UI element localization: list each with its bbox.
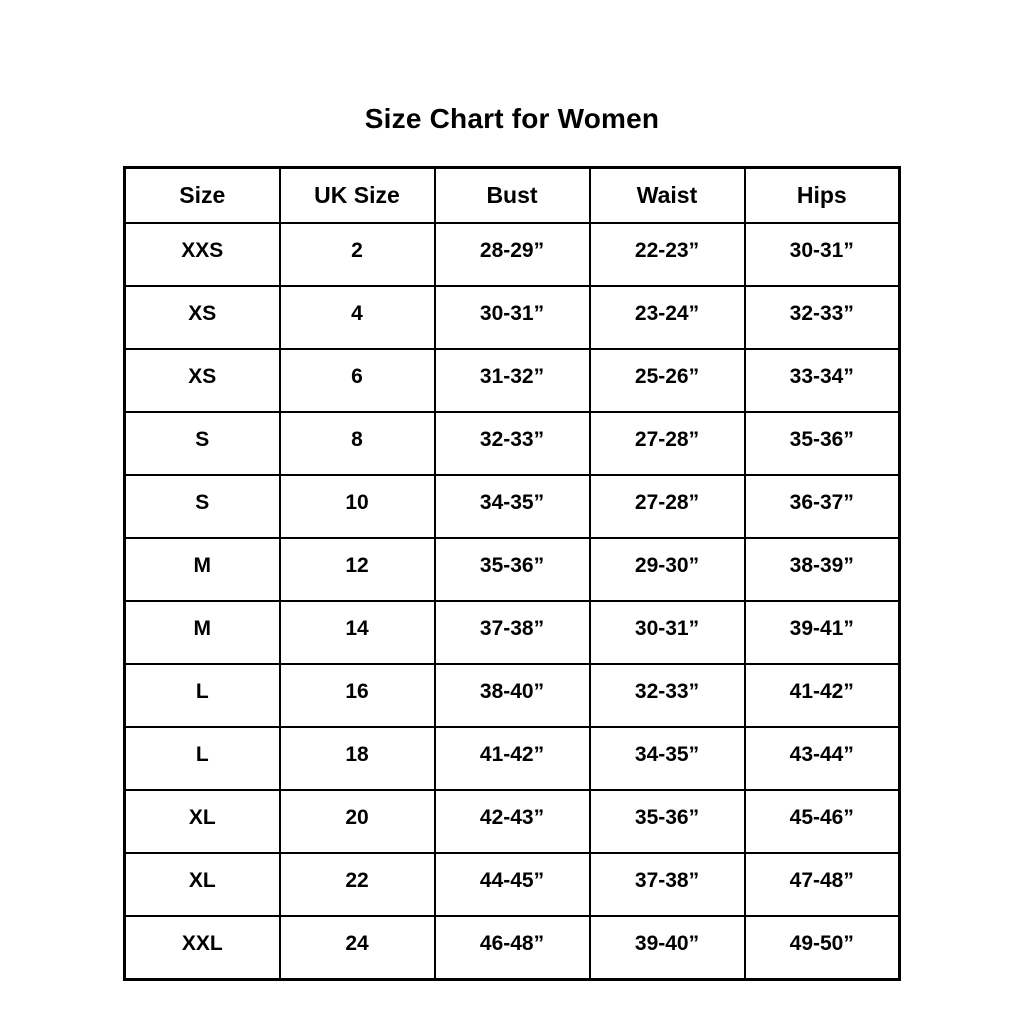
cell-uk-size: 18 xyxy=(278,726,436,791)
cell-waist: 34-35” xyxy=(588,726,746,791)
cell-hips: 33-34” xyxy=(743,348,901,413)
cell-size: S xyxy=(123,474,281,539)
size-chart-table: Size UK Size Bust Waist Hips XXS 2 28-29… xyxy=(123,166,901,981)
cell-uk-size: 4 xyxy=(278,285,436,350)
cell-size: XL xyxy=(123,852,281,917)
cell-size: XS xyxy=(123,348,281,413)
cell-size: XXL xyxy=(123,915,281,981)
cell-waist: 32-33” xyxy=(588,663,746,728)
cell-uk-size: 24 xyxy=(278,915,436,981)
cell-hips: 36-37” xyxy=(743,474,901,539)
cell-size: XXS xyxy=(123,222,281,287)
cell-bust: 28-29” xyxy=(433,222,591,287)
cell-bust: 31-32” xyxy=(433,348,591,413)
cell-uk-size: 14 xyxy=(278,600,436,665)
cell-hips: 30-31” xyxy=(743,222,901,287)
table-row: XXL 24 46-48” 39-40” 49-50” xyxy=(123,915,901,981)
table-header: Size UK Size Bust Waist Hips xyxy=(123,166,901,224)
table-row: S 10 34-35” 27-28” 36-37” xyxy=(123,474,901,539)
cell-waist: 39-40” xyxy=(588,915,746,981)
table-row: XS 6 31-32” 25-26” 33-34” xyxy=(123,348,901,413)
header-cell-uk-size: UK Size xyxy=(278,166,436,224)
header-cell-hips: Hips xyxy=(743,166,901,224)
table-row: L 18 41-42” 34-35” 43-44” xyxy=(123,726,901,791)
table-row: L 16 38-40” 32-33” 41-42” xyxy=(123,663,901,728)
cell-hips: 38-39” xyxy=(743,537,901,602)
cell-bust: 44-45” xyxy=(433,852,591,917)
cell-size: S xyxy=(123,411,281,476)
header-cell-waist: Waist xyxy=(588,166,746,224)
header-cell-size: Size xyxy=(123,166,281,224)
cell-hips: 35-36” xyxy=(743,411,901,476)
cell-bust: 32-33” xyxy=(433,411,591,476)
cell-waist: 23-24” xyxy=(588,285,746,350)
cell-uk-size: 16 xyxy=(278,663,436,728)
cell-uk-size: 12 xyxy=(278,537,436,602)
cell-hips: 39-41” xyxy=(743,600,901,665)
table-row: S 8 32-33” 27-28” 35-36” xyxy=(123,411,901,476)
table-row: XL 22 44-45” 37-38” 47-48” xyxy=(123,852,901,917)
cell-uk-size: 22 xyxy=(278,852,436,917)
cell-waist: 35-36” xyxy=(588,789,746,854)
header-cell-bust: Bust xyxy=(433,166,591,224)
cell-uk-size: 8 xyxy=(278,411,436,476)
cell-bust: 30-31” xyxy=(433,285,591,350)
cell-hips: 47-48” xyxy=(743,852,901,917)
cell-bust: 38-40” xyxy=(433,663,591,728)
cell-bust: 41-42” xyxy=(433,726,591,791)
cell-hips: 32-33” xyxy=(743,285,901,350)
cell-uk-size: 20 xyxy=(278,789,436,854)
cell-waist: 27-28” xyxy=(588,411,746,476)
cell-hips: 43-44” xyxy=(743,726,901,791)
cell-waist: 30-31” xyxy=(588,600,746,665)
table-row: XL 20 42-43” 35-36” 45-46” xyxy=(123,789,901,854)
table-row: XXS 2 28-29” 22-23” 30-31” xyxy=(123,222,901,287)
cell-uk-size: 6 xyxy=(278,348,436,413)
cell-size: M xyxy=(123,600,281,665)
cell-waist: 29-30” xyxy=(588,537,746,602)
table-row: M 14 37-38” 30-31” 39-41” xyxy=(123,600,901,665)
header-row: Size UK Size Bust Waist Hips xyxy=(123,166,901,224)
cell-hips: 41-42” xyxy=(743,663,901,728)
cell-waist: 37-38” xyxy=(588,852,746,917)
cell-bust: 35-36” xyxy=(433,537,591,602)
cell-waist: 22-23” xyxy=(588,222,746,287)
cell-hips: 45-46” xyxy=(743,789,901,854)
cell-size: L xyxy=(123,726,281,791)
cell-bust: 34-35” xyxy=(433,474,591,539)
cell-uk-size: 2 xyxy=(278,222,436,287)
table-row: M 12 35-36” 29-30” 38-39” xyxy=(123,537,901,602)
cell-waist: 25-26” xyxy=(588,348,746,413)
page-title: Size Chart for Women xyxy=(364,103,660,134)
cell-hips: 49-50” xyxy=(743,915,901,981)
cell-bust: 46-48” xyxy=(433,915,591,981)
cell-size: L xyxy=(123,663,281,728)
cell-bust: 37-38” xyxy=(433,600,591,665)
cell-waist: 27-28” xyxy=(588,474,746,539)
cell-uk-size: 10 xyxy=(278,474,436,539)
cell-size: XL xyxy=(123,789,281,854)
cell-bust: 42-43” xyxy=(433,789,591,854)
cell-size: M xyxy=(123,537,281,602)
table-row: XS 4 30-31” 23-24” 32-33” xyxy=(123,285,901,350)
table-body: XXS 2 28-29” 22-23” 30-31” XS 4 30-31” 2… xyxy=(123,222,901,981)
cell-size: XS xyxy=(123,285,281,350)
